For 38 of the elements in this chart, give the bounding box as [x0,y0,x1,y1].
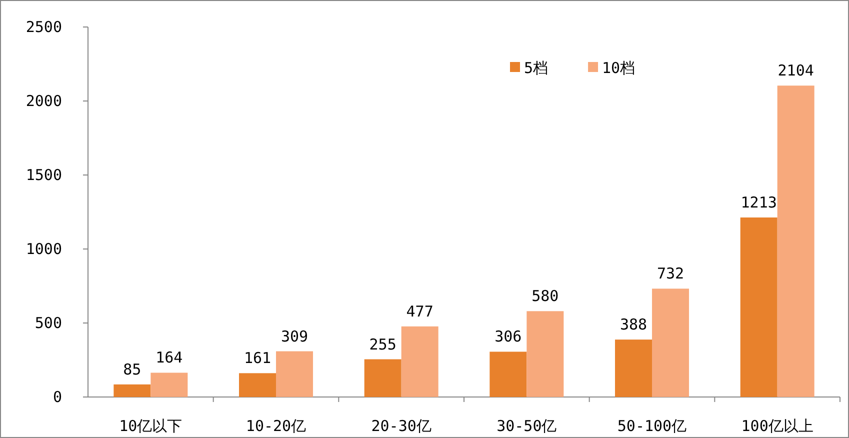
x-tick-label: 20-30亿 [371,417,432,435]
data-label: 306 [494,328,522,346]
data-label: 2104 [778,62,814,80]
data-label: 1213 [740,193,777,212]
data-label: 477 [406,302,434,320]
x-tick-label: 10亿以下 [119,417,182,435]
data-label: 85 [123,360,142,378]
y-tick-label: 1500 [26,166,62,184]
legend-label: 10档 [602,59,636,77]
y-tick-label: 2500 [26,18,62,36]
bar [364,359,402,397]
data-label: 732 [656,264,684,283]
data-label: 580 [532,287,559,306]
bar [401,326,438,397]
bar [615,340,652,397]
data-label: 164 [156,348,183,367]
y-tick-label: 500 [34,314,62,332]
x-tick-label: 30-50亿 [496,417,557,435]
bar [777,86,814,397]
data-label: 388 [620,316,648,334]
legend-label: 5档 [524,59,548,77]
bar [526,311,564,397]
bar [239,373,276,397]
y-tick-label: 0 [52,388,62,406]
x-tick-label: 50-100亿 [617,417,687,435]
bar [276,351,313,397]
y-tick-label: 2000 [26,92,62,110]
bar [150,372,188,397]
bar [114,384,151,397]
y-tick-label: 1000 [26,240,62,258]
data-label: 309 [280,327,308,346]
data-label: 255 [369,335,396,354]
x-tick-label: 10-20亿 [246,417,306,435]
x-tick-label: 100亿以上 [741,417,814,435]
bar [652,288,689,397]
data-label: 161 [244,349,272,368]
bar [490,352,527,397]
bar [740,217,778,397]
